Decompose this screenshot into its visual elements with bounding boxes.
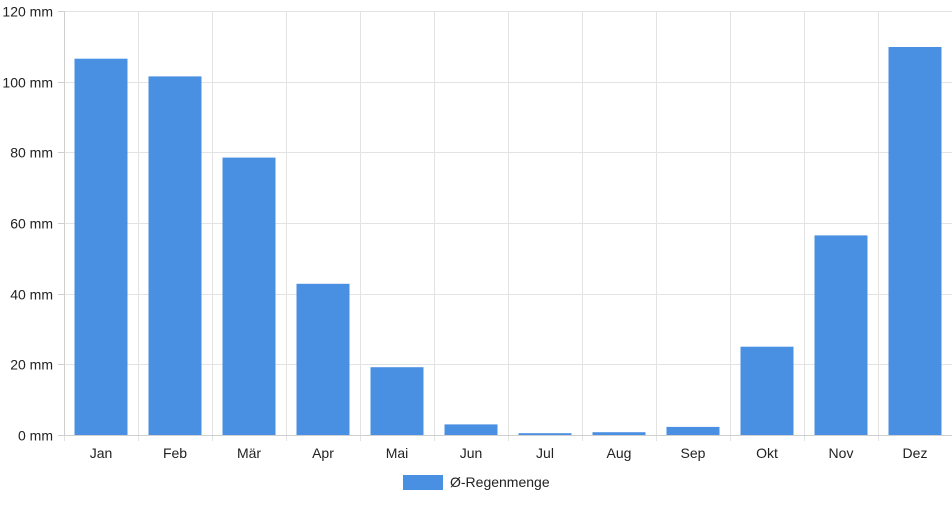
x-tick-label: Jun [460, 445, 483, 461]
bar[interactable] [888, 47, 942, 435]
bar[interactable] [444, 424, 498, 435]
bar[interactable] [740, 346, 794, 435]
x-tick-label: Okt [756, 445, 778, 461]
x-tick-label: Apr [312, 445, 334, 461]
bar[interactable] [74, 58, 128, 435]
axes: 0 mm 20 mm 40 mm 60 mm 80 mm 100 mm 120 mm Jan F… [2, 4, 952, 461]
legend-swatch[interactable] [403, 475, 443, 490]
bars [74, 47, 942, 436]
y-tick-label: 0 mm [18, 428, 53, 444]
bar[interactable] [518, 433, 572, 435]
x-tick-label: Jul [536, 445, 554, 461]
x-tick-label: Mai [386, 445, 409, 461]
y-tick-label: 120 mm [2, 4, 53, 20]
grid-lines [64, 11, 952, 441]
bar[interactable] [592, 432, 646, 435]
y-tick-label: 100 mm [2, 75, 53, 91]
y-tick-label: 80 mm [10, 145, 53, 161]
x-tick-label: Jan [90, 445, 113, 461]
legend[interactable]: Ø-Regenmenge [403, 474, 550, 490]
x-tick-label: Sep [681, 445, 706, 461]
x-tick-label: Dez [903, 445, 928, 461]
bar[interactable] [296, 283, 350, 435]
y-tick-label: 40 mm [10, 287, 53, 303]
bar[interactable] [666, 426, 720, 435]
y-tick-label: 60 mm [10, 216, 53, 232]
x-tick-label: Aug [607, 445, 632, 461]
bar[interactable] [148, 76, 202, 436]
y-tick-label: 20 mm [10, 357, 53, 373]
x-tick-label: Mär [237, 445, 261, 461]
bar[interactable] [814, 235, 868, 435]
legend-label[interactable]: Ø-Regenmenge [450, 474, 550, 490]
x-tick-label: Feb [163, 445, 187, 461]
x-tick-label: Nov [829, 445, 854, 461]
bar[interactable] [222, 157, 276, 435]
bar[interactable] [370, 367, 424, 435]
